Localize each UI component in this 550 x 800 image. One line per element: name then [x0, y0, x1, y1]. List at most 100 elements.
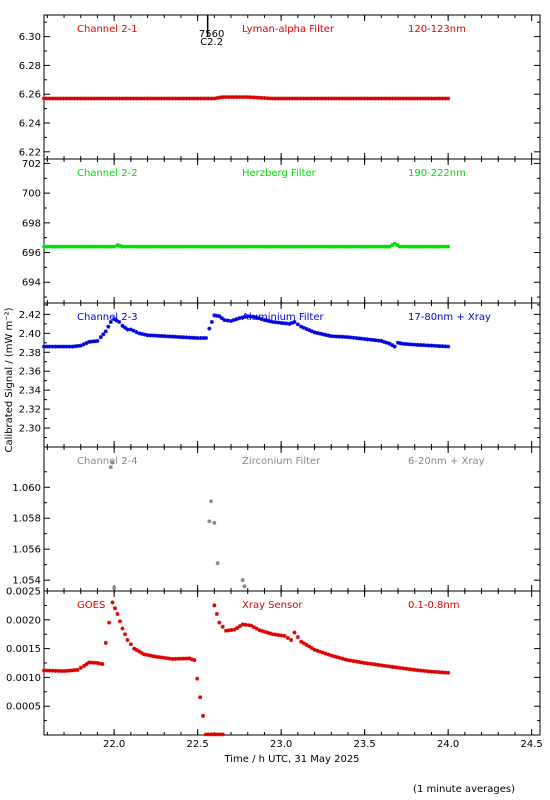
data-point — [326, 244, 331, 249]
data-point — [190, 244, 195, 249]
data-point — [50, 96, 55, 101]
panel-frame — [43, 158, 541, 304]
data-point — [131, 96, 136, 101]
data-point — [201, 244, 206, 249]
data-point — [282, 633, 287, 638]
data-point — [159, 244, 164, 249]
data-point — [212, 732, 217, 737]
data-point — [47, 244, 52, 249]
data-point — [240, 578, 245, 583]
data-point — [295, 322, 300, 327]
panel-range-label: 6-20nm + Xray — [408, 456, 485, 467]
data-point — [332, 654, 337, 659]
data-point — [373, 338, 378, 343]
panel-frame — [43, 14, 541, 160]
data-point — [134, 330, 139, 335]
data-point — [95, 244, 100, 249]
data-point — [379, 338, 384, 343]
data-point — [112, 244, 117, 249]
data-point — [273, 244, 278, 249]
data-point — [256, 95, 261, 100]
data-point — [42, 244, 46, 249]
data-point — [220, 244, 225, 249]
data-point — [403, 341, 408, 346]
data-point — [159, 655, 164, 660]
data-point — [249, 623, 254, 628]
data-point — [393, 96, 398, 101]
data-point — [195, 96, 200, 101]
data-series — [42, 600, 451, 737]
data-point — [78, 665, 83, 670]
data-point — [320, 244, 325, 249]
y-tick-label: 0.0015 — [6, 644, 41, 655]
data-point — [265, 96, 270, 101]
data-point — [176, 244, 181, 249]
data-point — [245, 244, 250, 249]
data-point — [376, 96, 381, 101]
data-point — [209, 244, 214, 249]
data-point — [343, 334, 348, 339]
data-point — [201, 336, 206, 341]
data-point — [301, 244, 306, 249]
data-point — [234, 95, 239, 100]
data-point — [240, 622, 245, 627]
data-point — [295, 635, 300, 640]
data-point — [117, 319, 122, 324]
data-point — [437, 344, 442, 349]
data-point — [295, 96, 300, 101]
y-tick-label: 0.0025 — [6, 587, 41, 598]
data-point — [192, 244, 197, 249]
data-point — [159, 334, 164, 338]
data-point — [401, 96, 406, 101]
data-point — [156, 96, 161, 101]
y-tick-label: 1.058 — [12, 514, 41, 525]
data-point — [415, 96, 420, 101]
data-point — [390, 343, 395, 348]
data-point — [198, 695, 203, 700]
data-point — [398, 665, 403, 670]
data-point — [151, 333, 156, 338]
data-point — [122, 632, 127, 637]
data-point — [153, 244, 158, 249]
data-point — [387, 664, 392, 669]
data-point — [429, 669, 434, 674]
data-point — [323, 96, 328, 101]
data-point — [435, 343, 440, 348]
data-point — [192, 335, 197, 340]
data-point — [292, 630, 297, 635]
data-point — [273, 320, 278, 325]
data-point — [139, 331, 144, 336]
data-point — [446, 344, 451, 349]
data-point — [426, 96, 431, 101]
data-point — [184, 656, 189, 661]
panel-1: 6.22 6.24 6.26 6.28 6.30 Channel 2-1 Lyman-alp… — [19, 14, 541, 160]
data-point — [420, 244, 425, 249]
data-point — [165, 244, 170, 249]
data-point — [108, 465, 113, 470]
data-point — [351, 659, 356, 664]
data-point — [212, 603, 217, 608]
data-point — [176, 96, 181, 101]
data-point — [270, 244, 275, 249]
data-point — [83, 96, 88, 101]
data-point — [139, 650, 144, 655]
panel-filter-label: Herzberg Filter — [242, 168, 317, 179]
data-point — [421, 668, 426, 673]
data-series — [42, 313, 451, 349]
data-point — [142, 332, 147, 337]
data-point — [437, 244, 442, 249]
data-point — [62, 669, 67, 674]
data-point — [64, 344, 69, 349]
data-point — [148, 333, 153, 338]
data-point — [195, 676, 200, 681]
data-point — [390, 243, 395, 248]
data-point — [237, 624, 242, 629]
data-point — [100, 244, 105, 249]
panel-channel-label: Channel 2-4 — [77, 456, 138, 467]
data-point — [209, 732, 214, 737]
data-point — [69, 96, 74, 101]
data-point — [270, 96, 275, 101]
data-point — [334, 655, 339, 660]
panel-range-label: 17-80nm + Xray — [408, 312, 491, 323]
